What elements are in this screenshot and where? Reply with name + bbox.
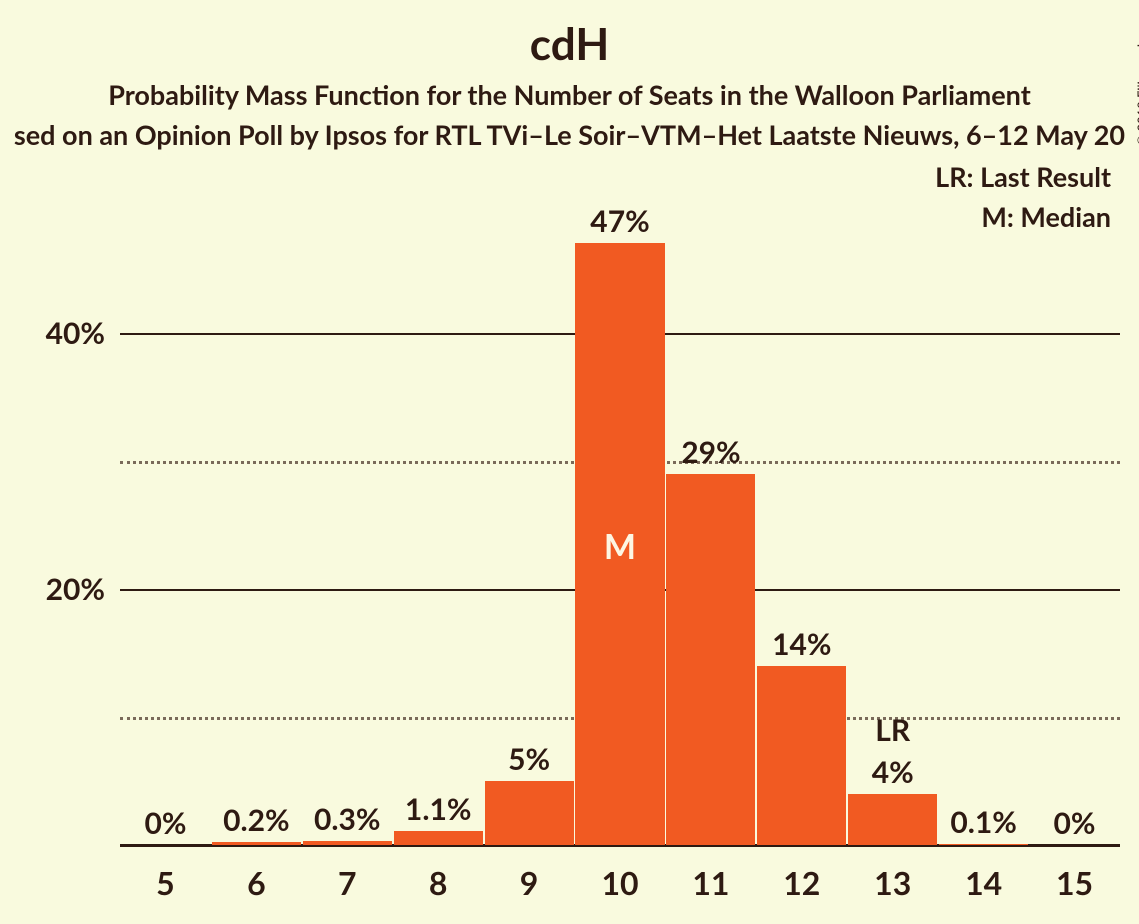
bar bbox=[757, 666, 846, 845]
bar bbox=[303, 841, 392, 845]
x-axis-label: 14 bbox=[965, 863, 1002, 902]
bar bbox=[939, 844, 1028, 845]
x-axis-label: 13 bbox=[874, 863, 911, 902]
x-axis-label: 5 bbox=[156, 863, 175, 902]
bar bbox=[485, 781, 574, 845]
bar-value-label: 0.1% bbox=[950, 804, 1017, 840]
x-axis-label: 8 bbox=[429, 863, 448, 902]
x-axis-label: 6 bbox=[247, 863, 266, 902]
bar-value-label: 47% bbox=[590, 203, 649, 239]
y-axis-label: 40% bbox=[10, 315, 105, 351]
chart-subtitle-2: sed on an Opinion Poll by Ipsos for RTL … bbox=[0, 118, 1139, 151]
median-marker: M bbox=[604, 526, 636, 567]
bar-value-label: 5% bbox=[508, 741, 550, 777]
bar bbox=[666, 474, 755, 845]
bar bbox=[848, 794, 937, 845]
bar-value-label: 4% bbox=[872, 754, 914, 790]
copyright-notice: © 2018 Filip van Laenen bbox=[1135, 6, 1139, 146]
x-axis-label: 12 bbox=[783, 863, 820, 902]
chart-root: cdH Probability Mass Function for the Nu… bbox=[0, 0, 1139, 924]
last-result-marker: LR bbox=[875, 712, 910, 748]
chart-subtitle-1: Probability Mass Function for the Number… bbox=[0, 78, 1139, 111]
bar bbox=[394, 831, 483, 845]
bar bbox=[212, 842, 301, 845]
chart-title: cdH bbox=[0, 18, 1139, 70]
y-axis-label: 20% bbox=[10, 571, 105, 607]
bar-value-label: 0.3% bbox=[314, 801, 381, 837]
legend-last-result: LR: Last Result bbox=[935, 160, 1111, 193]
bar-value-label: 14% bbox=[772, 626, 831, 662]
bar-value-label: 0% bbox=[1054, 805, 1096, 841]
x-axis-label: 11 bbox=[692, 863, 729, 902]
bar-value-label: 1.1% bbox=[405, 791, 472, 827]
bar-value-label: 0.2% bbox=[223, 802, 290, 838]
x-axis-label: 7 bbox=[338, 863, 357, 902]
bar-value-label: 29% bbox=[681, 434, 740, 470]
x-axis-label: 10 bbox=[601, 863, 638, 902]
plot-area: 20%40%0%50.2%60.3%71.1%85%947%M1029%1114… bbox=[120, 205, 1120, 845]
bar-value-label: 0% bbox=[144, 805, 186, 841]
x-axis-label: 9 bbox=[520, 863, 539, 902]
x-axis-label: 15 bbox=[1056, 863, 1093, 902]
